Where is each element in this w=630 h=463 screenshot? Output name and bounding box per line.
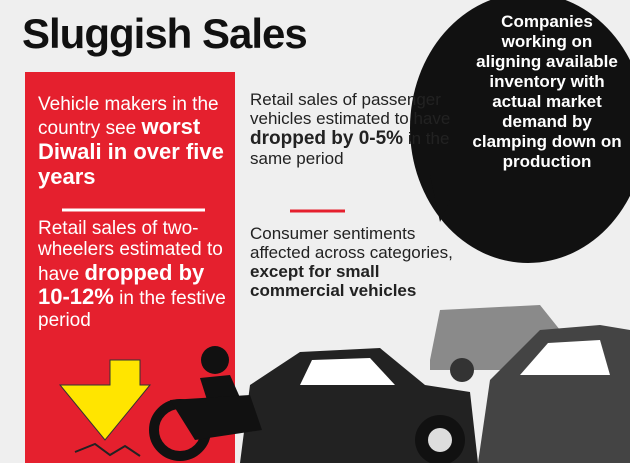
text: Retail sales of passenger vehicles estim… — [250, 90, 451, 129]
passenger-vehicles: Retail sales of passenger vehicles estim… — [250, 90, 465, 168]
emphasis: dropped by 0-5% — [250, 128, 404, 150]
rider-head — [201, 346, 229, 374]
car-window — [520, 340, 610, 375]
wheel — [450, 358, 474, 382]
two-wheelers: Retail sales of two-wheelers estimated t… — [38, 218, 228, 331]
speech-bubble — [410, 0, 630, 263]
text: in the festive period — [38, 288, 226, 331]
arrow — [58, 359, 152, 441]
car-window — [300, 358, 395, 385]
text: Vehicle makers in the country see — [38, 94, 219, 140]
bubble-text: Companies working on aligning available … — [472, 12, 622, 172]
headline: Vehicle makers in the country see worst … — [38, 94, 228, 189]
sentiment: Consumer sentiments affected across cate… — [250, 224, 475, 300]
emphasis: dropped by 10-12% — [38, 259, 205, 310]
emphasis: except for small commercial vehicles — [250, 262, 417, 301]
title: Sluggish Sales — [22, 10, 308, 57]
bubble-tail — [430, 175, 450, 222]
text: in the same period — [250, 129, 450, 169]
motorcycle — [170, 395, 262, 440]
emphasis: worst Diwali in over five years — [38, 114, 224, 189]
text: Consumer sentiments affected across cate… — [250, 224, 453, 263]
wheel — [428, 428, 452, 452]
text: Retail sales of two-wheelers estimated t… — [38, 218, 223, 285]
crack — [74, 442, 141, 457]
